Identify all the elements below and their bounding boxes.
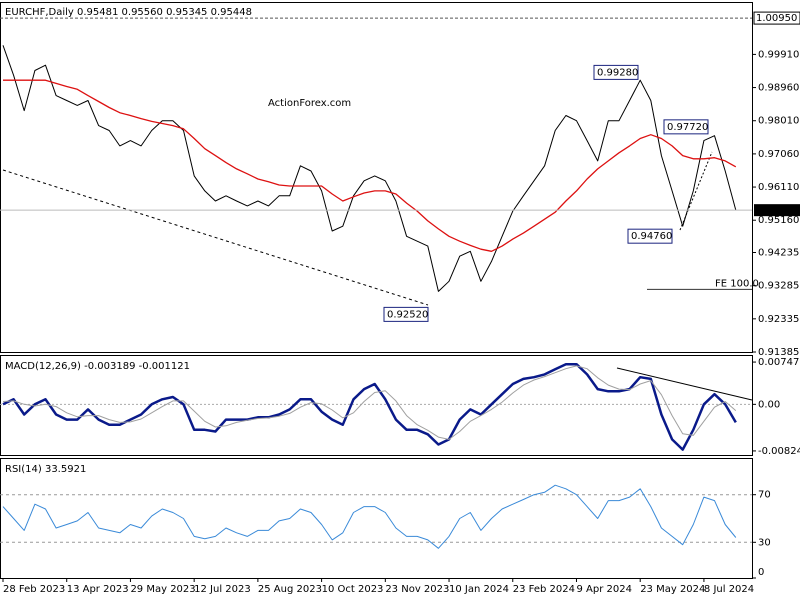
y-tick-label: 0.007477 xyxy=(758,357,800,368)
price-box-label: 1.00950 xyxy=(756,13,797,24)
series-line xyxy=(2,45,737,292)
x-tick-label: 29 May 2023 xyxy=(130,584,195,595)
price-panel-frame xyxy=(0,2,753,353)
annotation-box xyxy=(663,119,709,135)
series-line xyxy=(3,79,737,252)
x-tick-label: 10 Jan 2024 xyxy=(449,584,509,595)
x-tick-label: 9 Apr 2024 xyxy=(576,584,631,595)
y-tick-label: 0.94235 xyxy=(758,248,799,259)
x-tick-label: 23 May 2024 xyxy=(640,584,705,595)
series-line xyxy=(2,484,737,549)
annotation-box xyxy=(383,306,429,322)
y-tick-label: 0.92335 xyxy=(758,314,799,325)
y-tick-label: 0.95160 xyxy=(758,215,799,226)
y-tick-label: 0.96110 xyxy=(758,182,799,193)
watermark: ActionForex.com xyxy=(268,98,351,109)
y-tick-label: 70 xyxy=(758,490,771,501)
y-tick-label: 0.98960 xyxy=(758,83,799,94)
annotation-label: 0.92520 xyxy=(387,309,428,320)
panel-title: EURCHF,Daily 0.95481 0.95560 0.95345 0.9… xyxy=(5,7,252,18)
y-tick-label: 0.98010 xyxy=(758,116,799,127)
annotation-box xyxy=(627,228,673,244)
y-tick-label: 0 xyxy=(758,567,764,578)
annotation-label: 0.99280 xyxy=(597,67,638,78)
panel-title: RSI(14) 33.5921 xyxy=(5,464,86,475)
x-tick-label: 28 Feb 2023 xyxy=(3,584,65,595)
y-tick-label: 0.91385 xyxy=(758,347,799,358)
annotation-label: 0.97720 xyxy=(667,122,708,133)
series-line xyxy=(2,365,737,440)
rsi-panel-frame xyxy=(0,458,753,579)
last-price-label: 0.95448 xyxy=(756,205,797,216)
x-tick-label: 8 Jul 2024 xyxy=(704,584,754,595)
y-tick-label: 0.99910 xyxy=(758,49,799,60)
y-tick-label: 0.00 xyxy=(758,399,780,410)
price-box xyxy=(753,11,800,25)
annotation-box xyxy=(593,64,639,80)
y-tick-label: 0.93285 xyxy=(758,281,799,292)
x-tick-label: 23 Feb 2024 xyxy=(513,584,575,595)
y-tick-label: 0.97060 xyxy=(758,149,799,160)
macd-panel-frame xyxy=(0,355,753,456)
fe-label: FE 100.0 xyxy=(715,278,759,289)
y-tick-label: -0.00824 xyxy=(758,446,800,457)
annotation-label: 0.94760 xyxy=(631,231,672,242)
y-tick-label: 30 xyxy=(758,537,771,548)
x-tick-label: 25 Aug 2023 xyxy=(258,584,322,595)
x-tick-label: 13 Apr 2023 xyxy=(67,584,129,595)
x-tick-label: 10 Oct 2023 xyxy=(322,584,384,595)
x-tick-label: 12 Jul 2023 xyxy=(194,584,251,595)
x-tick-label: 23 Nov 2023 xyxy=(385,584,449,595)
last-price-box xyxy=(754,204,800,217)
trend-line xyxy=(2,169,429,306)
panel-title: MACD(12,26,9) -0.003189 -0.001121 xyxy=(5,361,190,372)
macd-trend-line xyxy=(616,367,753,401)
